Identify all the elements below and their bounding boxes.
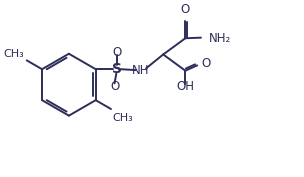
Text: NH₂: NH₂ (209, 32, 231, 45)
Text: NH: NH (132, 64, 150, 77)
Text: OH: OH (176, 80, 194, 93)
Text: O: O (201, 57, 210, 70)
Text: O: O (112, 46, 122, 59)
Text: O: O (110, 80, 119, 93)
Text: CH₃: CH₃ (4, 49, 24, 59)
Text: S: S (112, 62, 122, 76)
Text: O: O (181, 3, 190, 16)
Text: CH₃: CH₃ (112, 113, 133, 123)
